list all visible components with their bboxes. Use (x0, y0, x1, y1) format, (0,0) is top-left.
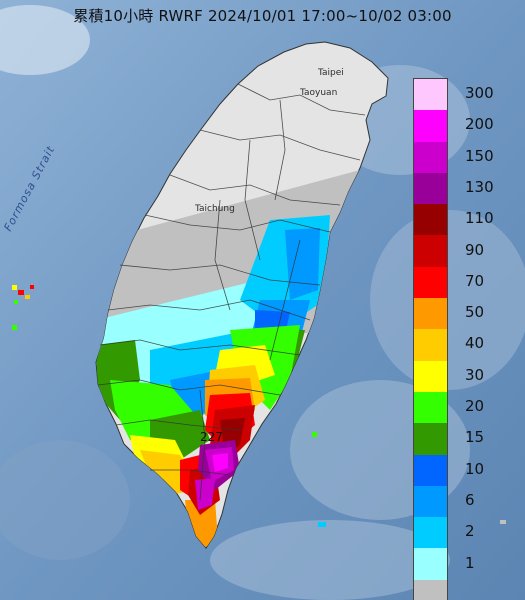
legend-swatch (414, 298, 447, 330)
legend-label: 1 (465, 553, 475, 572)
max-rainfall-label: 227 (200, 430, 223, 444)
legend-label: 15 (465, 428, 485, 447)
legend-swatch (414, 517, 447, 549)
legend-swatch (414, 235, 447, 267)
legend-label: 90 (465, 240, 485, 259)
legend-swatch (414, 266, 447, 299)
legend-label: 300 (465, 84, 494, 102)
legend-swatch (414, 548, 447, 580)
legend-swatch (414, 110, 447, 142)
legend-swatch (414, 79, 447, 111)
legend-swatch (414, 391, 447, 424)
legend-colorbar (413, 78, 448, 600)
legend-swatch (414, 454, 447, 486)
legend-label: 20 (465, 397, 485, 415)
map-title: 累積10小時 RWRF 2024/10/01 17:00~10/02 03:00 (73, 7, 452, 25)
legend-label: 6 (465, 490, 475, 509)
legend-label: 50 (465, 303, 485, 322)
legend-swatch (414, 204, 447, 236)
legend-swatch (414, 329, 447, 361)
legend-swatch (414, 579, 447, 600)
legend-label: 150 (465, 146, 494, 165)
legend-swatch (414, 172, 447, 205)
legend-label: 40 (465, 334, 485, 353)
legend-label: 2 (465, 522, 475, 541)
legend-label: 130 (465, 177, 494, 196)
legend-label: 70 (465, 271, 485, 290)
legend-swatch (414, 485, 447, 518)
county-boundaries (97, 83, 366, 501)
city-label-taichung: Taichung (195, 204, 235, 214)
city-label-taoyuan: Taoyuan (300, 88, 338, 98)
legend-swatch (414, 360, 447, 392)
rainfall-field (96, 170, 370, 548)
legend-swatch (414, 423, 447, 455)
city-label-taipei: Taipei (318, 68, 344, 78)
legend-label: 110 (465, 209, 494, 228)
legend-label: 200 (465, 115, 494, 134)
offshore-islands (12, 285, 506, 527)
legend-swatch (414, 141, 447, 173)
legend-label: 30 (465, 365, 485, 384)
legend-label: 10 (465, 459, 485, 478)
